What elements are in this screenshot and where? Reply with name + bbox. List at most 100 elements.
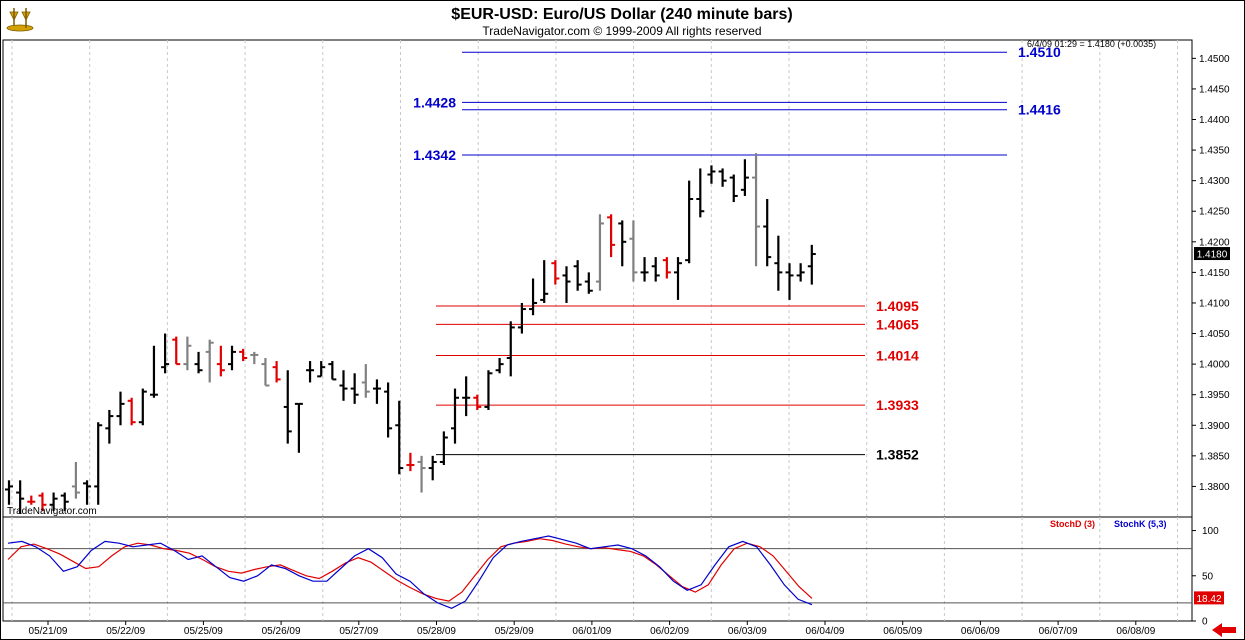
ohlc-bar <box>172 336 181 366</box>
level-label: 1.4416 <box>1018 102 1061 118</box>
ohlc-bar <box>239 348 248 362</box>
level-label: 1.4342 <box>413 147 456 163</box>
ohlc-bar <box>551 260 560 285</box>
date-tick-label: 05/25/09 <box>184 626 223 637</box>
scroll-right-arrow-icon[interactable] <box>1208 622 1240 638</box>
date-tick-label: 05/21/09 <box>29 626 68 637</box>
level-label: 1.4014 <box>876 348 919 364</box>
ohlc-bar <box>372 379 381 404</box>
stochk-line <box>7 535 813 609</box>
date-tick-label: 05/26/09 <box>262 626 301 637</box>
ohlc-bar <box>60 492 69 511</box>
price-tick-label: 1.4150 <box>1199 268 1230 279</box>
price-tick-label: 1.4200 <box>1199 237 1230 248</box>
date-tick-label: 05/29/09 <box>495 626 534 637</box>
ohlc-bar <box>484 370 493 410</box>
ohlc-bar <box>161 333 170 374</box>
ohlc-bar <box>205 339 214 383</box>
stoch-tick-label: 50 <box>1202 571 1214 582</box>
ohlc-bar <box>38 492 47 511</box>
legend-stochd: StochD (3) <box>1050 519 1095 529</box>
ohlc-bar <box>5 480 13 505</box>
trade-navigator-logo-icon <box>5 6 35 32</box>
ohlc-bar <box>517 302 526 334</box>
price-tick-label: 1.4400 <box>1199 115 1230 126</box>
price-tick-label: 1.3800 <box>1199 482 1230 493</box>
ohlc-bar <box>406 452 415 472</box>
ohlc-bar <box>27 495 36 505</box>
ohlc-bar <box>462 376 471 417</box>
ohlc-bar <box>740 159 749 196</box>
date-tick-label: 05/28/09 <box>417 626 456 637</box>
level-label: 1.4510 <box>1018 44 1061 60</box>
ohlc-bar <box>228 345 236 371</box>
date-tick-label: 06/02/09 <box>650 626 689 637</box>
ohlc-bar <box>473 394 482 410</box>
ohlc-bar <box>674 257 682 300</box>
date-tick-label: 05/22/09 <box>106 626 145 637</box>
date-tick-label: 06/05/09 <box>883 626 922 637</box>
price-tick-label: 1.4000 <box>1199 360 1230 371</box>
level-label: 1.3852 <box>876 447 919 463</box>
ohlc-bar <box>685 180 694 264</box>
ohlc-bar <box>105 409 114 444</box>
legend-stochk: StochK (5,3) <box>1114 519 1167 529</box>
ohlc-bar <box>272 361 281 383</box>
date-tick-label: 06/04/09 <box>806 626 845 637</box>
ohlc-bar <box>94 422 103 505</box>
ohlc-bar <box>785 263 794 300</box>
ohlc-bar <box>428 455 437 481</box>
ohlc-bar <box>506 321 515 377</box>
price-tick-label: 1.4350 <box>1199 146 1230 157</box>
ohlc-bar <box>607 214 616 258</box>
ohlc-bar <box>774 235 783 291</box>
ohlc-bar <box>395 400 404 475</box>
last-price-tag: 1.4180 <box>1194 247 1230 261</box>
ohlc-bar <box>71 461 80 499</box>
ohlc-bar <box>651 257 660 282</box>
ohlc-bar <box>718 168 727 187</box>
stoch-plot-area <box>2 516 1193 622</box>
date-tick-label: 06/07/09 <box>1039 626 1078 637</box>
ohlc-bar <box>127 397 136 426</box>
ohlc-bar <box>49 492 58 511</box>
price-bars <box>5 153 816 514</box>
ohlc-bar <box>116 391 125 426</box>
ohlc-bar <box>350 373 359 404</box>
chart-title: $EUR-USD: Euro/US Dollar (240 minute bar… <box>451 6 792 23</box>
date-axis: 05/21/09 05/22/09 05/25/09 05/26/09 05/27/09… <box>29 621 1156 637</box>
price-tick-label: 1.4050 <box>1199 329 1230 340</box>
ohlc-bar <box>540 260 549 303</box>
price-tick-label: 1.3900 <box>1199 421 1230 432</box>
date-tick-label: 06/01/09 <box>572 626 611 637</box>
ohlc-bar <box>216 345 225 377</box>
stochd-line <box>7 538 813 602</box>
date-tick-label: 06/06/09 <box>961 626 1000 637</box>
last-stoch-tag: 18.42 <box>1194 591 1224 605</box>
ohlc-bar <box>261 358 270 387</box>
price-readout: 6/4/09 01:29 = 1.4180 (+0.0035) <box>1027 39 1156 49</box>
watermark: TradeNavigator.com <box>7 506 97 517</box>
ohlc-bar <box>529 278 538 316</box>
level-label: 1.4095 <box>876 298 919 314</box>
ohlc-bar <box>796 263 805 282</box>
ohlc-bar <box>183 336 192 371</box>
ohlc-bar <box>618 220 627 267</box>
stoch-tick-label: 0 <box>1202 617 1208 628</box>
chart-subtitle: TradeNavigator.com © 1999-2009 All right… <box>482 24 761 38</box>
ohlc-bar <box>149 345 158 398</box>
ohlc-bar <box>573 260 582 291</box>
ohlc-bar <box>584 272 593 294</box>
ohlc-bar <box>439 431 448 466</box>
price-tick-label: 1.4100 <box>1199 298 1230 309</box>
ohlc-bar <box>763 199 772 267</box>
price-grid <box>11 40 1178 517</box>
level-label: 1.3933 <box>876 397 919 413</box>
ohlc-bar <box>807 244 816 285</box>
ohlc-bar <box>696 168 705 218</box>
price-tick-label: 1.4250 <box>1199 207 1230 218</box>
ohlc-bar <box>729 174 738 203</box>
ohlc-bar <box>451 388 459 444</box>
ohlc-bar <box>752 153 761 267</box>
